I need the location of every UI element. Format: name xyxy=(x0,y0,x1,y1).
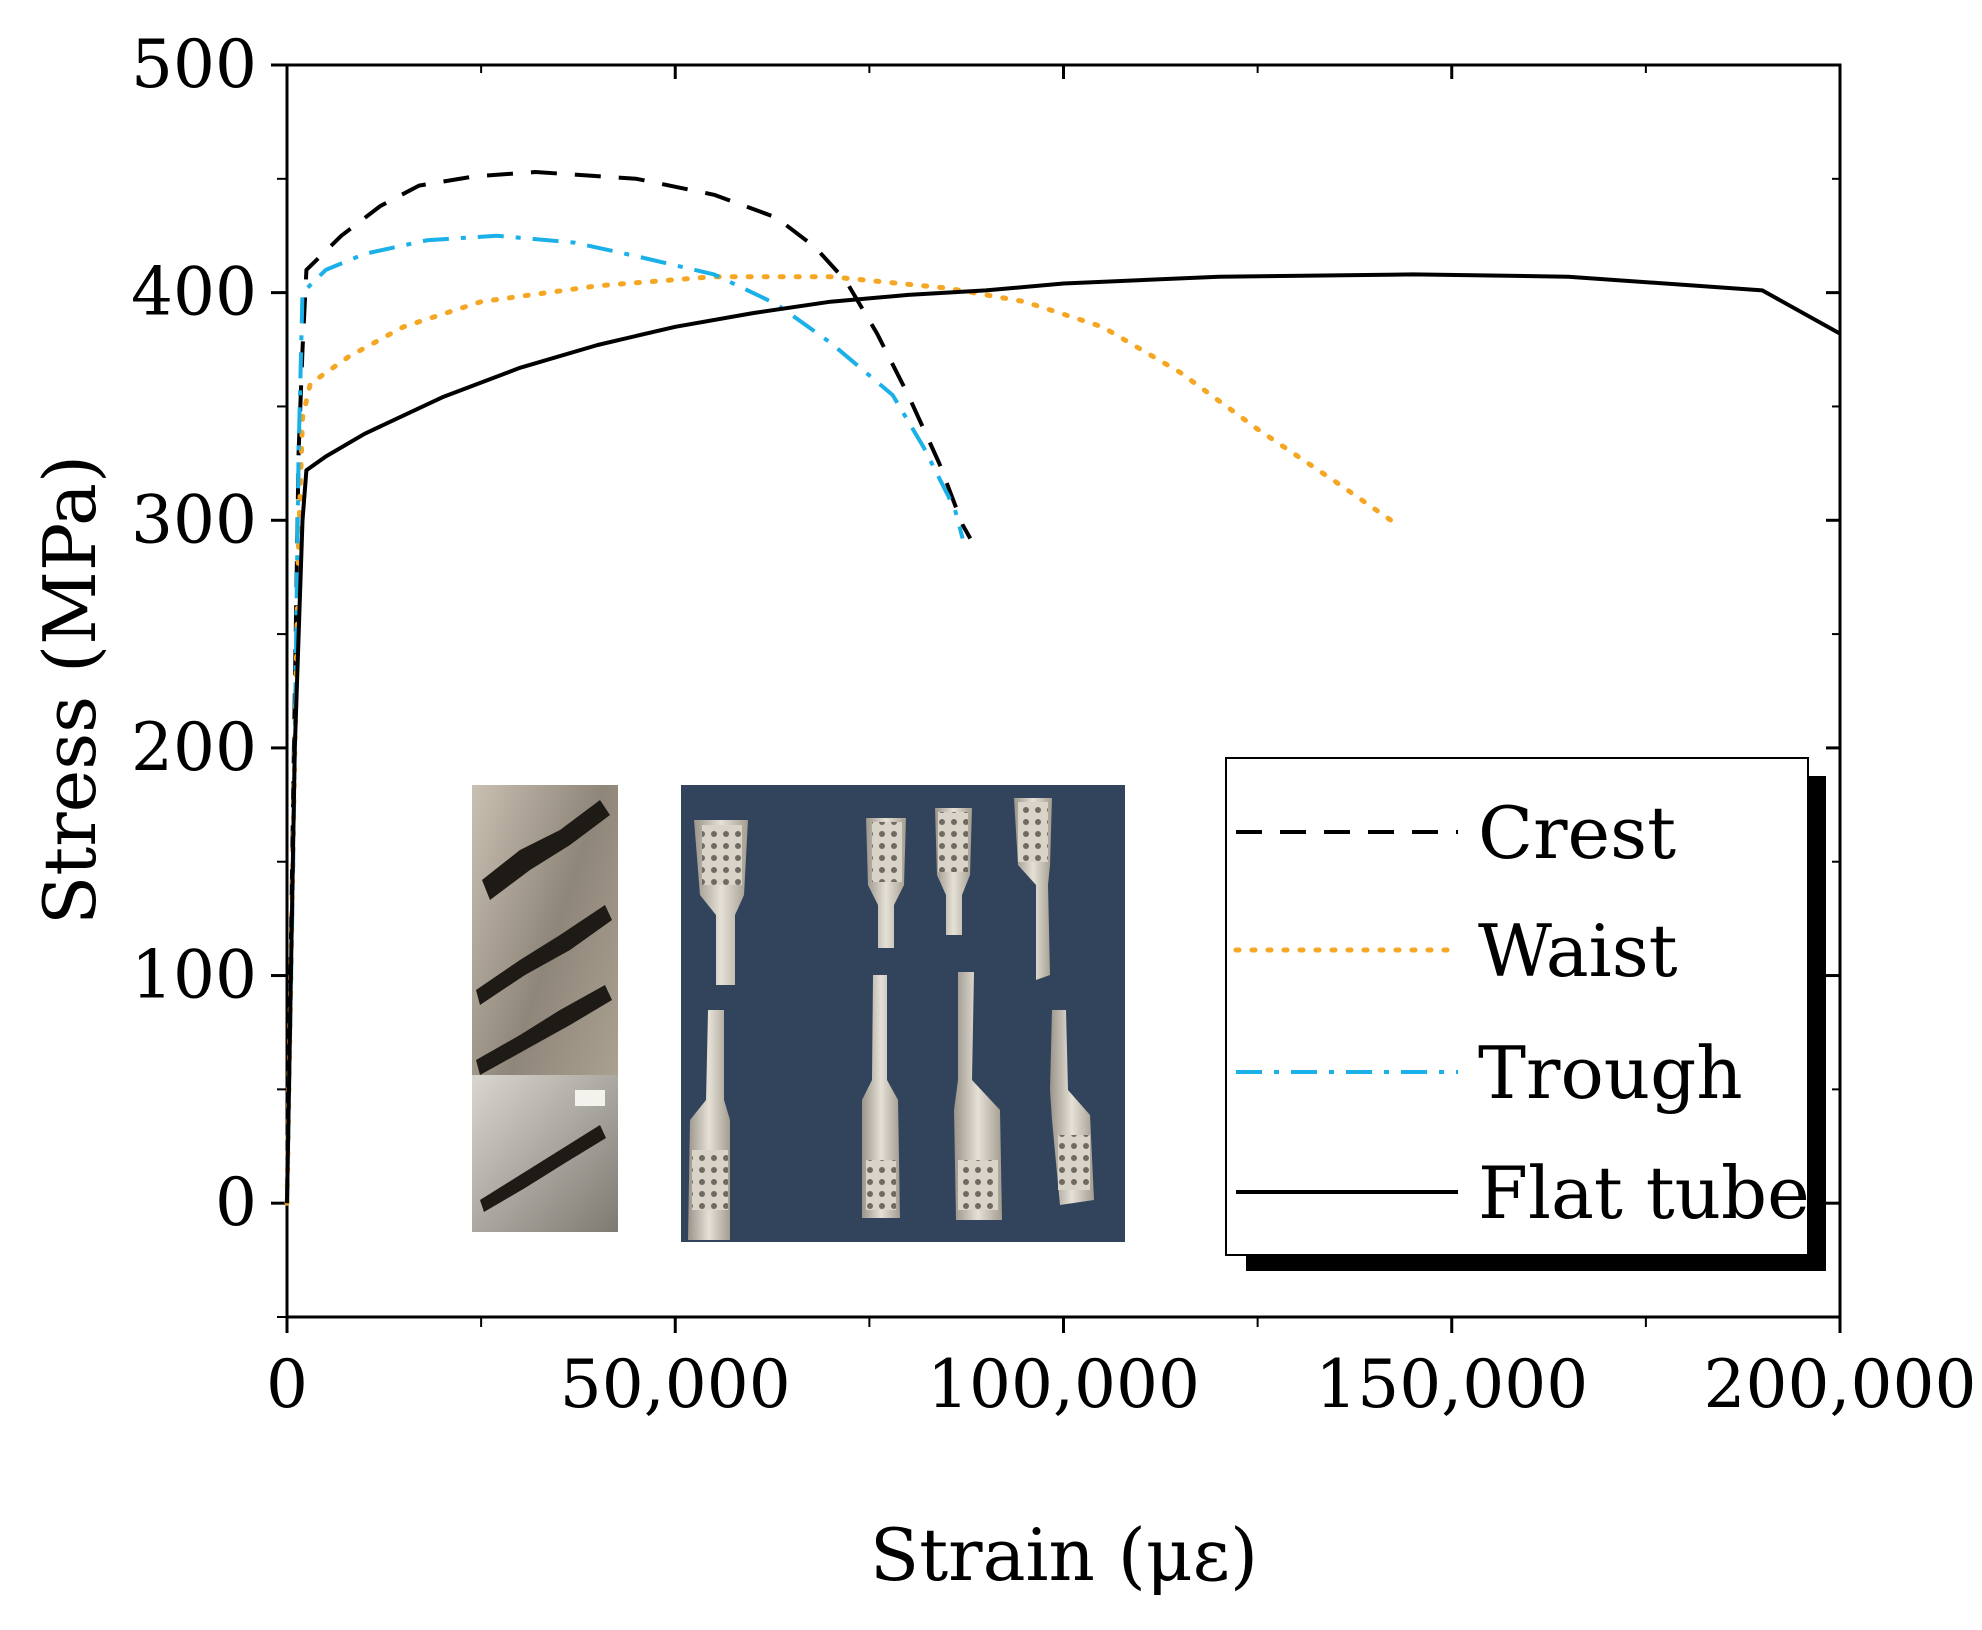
y-tick-label: 300 xyxy=(131,481,257,558)
x-tick-label: 0 xyxy=(266,1346,308,1423)
tube-cutout-photo xyxy=(472,785,618,1232)
legend-label-flat-tube: Flat tube xyxy=(1478,1151,1810,1235)
series-line-crest xyxy=(285,170,973,1204)
x-tick-label: 100,000 xyxy=(927,1346,1200,1423)
series-line-waist xyxy=(284,274,1400,1206)
y-tick-label: 400 xyxy=(131,254,257,331)
specimen-photo-inset xyxy=(472,785,1125,1242)
legend-label-trough: Trough xyxy=(1478,1031,1743,1115)
data-series xyxy=(284,170,1841,1206)
x-tick-label: 150,000 xyxy=(1315,1346,1588,1423)
x-tick-label: 200,000 xyxy=(1704,1346,1977,1423)
y-tick-label: 200 xyxy=(131,709,257,786)
legend-label-waist: Waist xyxy=(1478,909,1678,993)
y-tick-label: 100 xyxy=(131,937,257,1014)
legend-label-crest: Crest xyxy=(1478,791,1676,875)
series-line-trough xyxy=(285,233,965,1204)
y-tick-label: 500 xyxy=(131,26,257,103)
axis-ticks xyxy=(271,63,1842,1333)
axis-tick-labels: 0 50,000 100,000 150,000 200,000 0 100 200 300 40… xyxy=(131,26,1976,1423)
x-axis-title: Strain (με) xyxy=(870,1513,1258,1597)
legend-items: Crest Waist Trough Flat tube xyxy=(1233,791,1810,1235)
series-line-flat-tube xyxy=(285,272,1841,1204)
x-tick-label: 50,000 xyxy=(560,1346,791,1423)
legend-box xyxy=(1225,757,1809,1256)
specimen-array-photo xyxy=(681,785,1125,1242)
y-tick-label: 0 xyxy=(215,1164,257,1241)
y-axis-title: Stress (MPa) xyxy=(28,455,112,925)
legend: Crest Waist Trough Flat tube xyxy=(1225,757,1826,1271)
